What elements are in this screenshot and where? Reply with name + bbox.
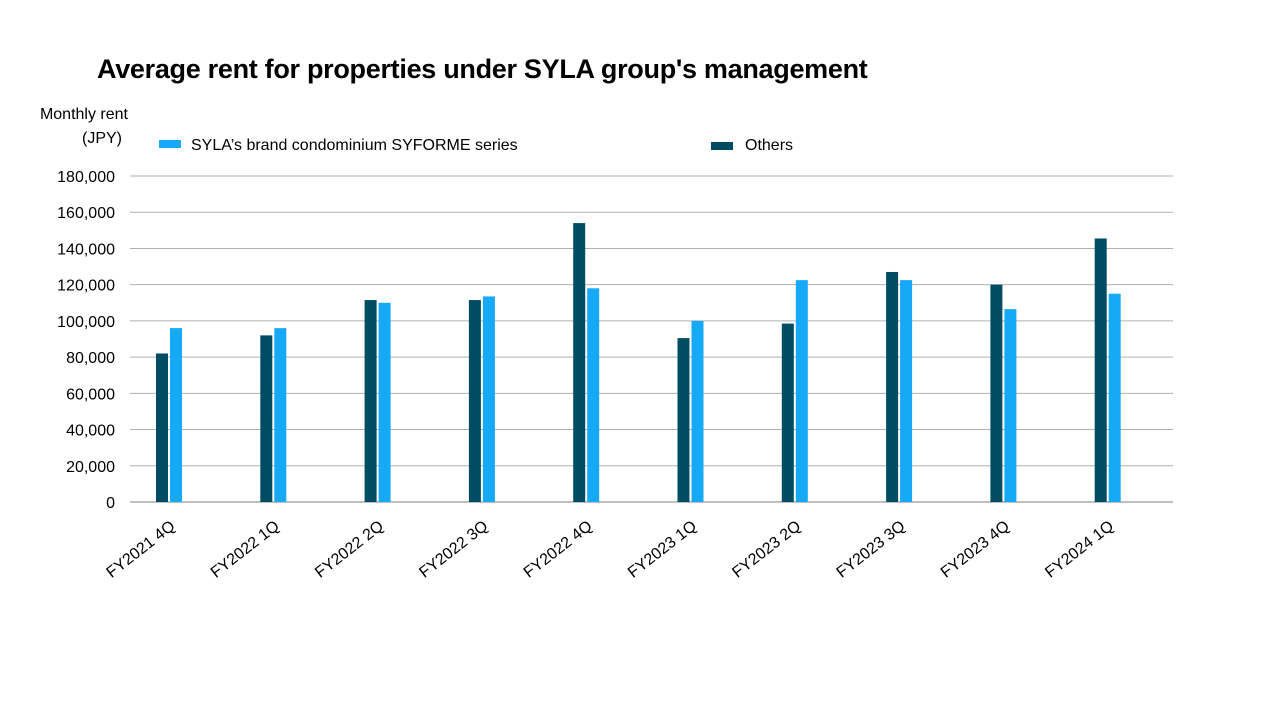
y-tick-label: 160,000 [57, 205, 115, 222]
bar-syla-s-brand-condominium-syforme-series-fy2022-3q [482, 296, 495, 502]
y-tick-label: 60,000 [66, 386, 115, 403]
y-axis-label-line-2: (JPY) [82, 130, 122, 147]
x-tick-label: FY2024 1Q [1042, 518, 1117, 582]
bar-syla-s-brand-condominium-syforme-series-fy2022-2q [378, 302, 391, 502]
y-tick-label: 20,000 [66, 459, 115, 476]
bar-syla-s-brand-condominium-syforme-series-fy2023-2q [795, 280, 808, 502]
bar-others-fy2024-1q [1094, 238, 1107, 502]
bar-syla-s-brand-condominium-syforme-series-fy2023-1q [691, 320, 704, 502]
x-tick-label: FY2022 1Q [208, 518, 283, 582]
y-tick-label: 140,000 [57, 241, 115, 258]
bar-others-fy2022-1q [260, 335, 273, 502]
x-tick-label: FY2022 2Q [312, 518, 387, 582]
y-axis-label-line-1: Monthly rent [40, 106, 129, 123]
x-tick-label: FY2021 4Q [104, 518, 179, 582]
grid-lines [130, 175, 1173, 503]
y-axis-label: Monthly rent (JPY) [40, 106, 129, 147]
bar-others-fy2022-3q [468, 300, 481, 502]
bars [156, 223, 1121, 503]
chart-title: Average rent for properties under SYLA g… [97, 54, 868, 84]
legend-swatch-syforme [159, 140, 181, 148]
y-axis-ticks: 0 20,000 40,000 60,000 80,000 100,000 120,000 1… [57, 169, 115, 512]
bar-syla-s-brand-condominium-syforme-series-fy2022-4q [587, 288, 600, 502]
y-tick-label: 120,000 [57, 278, 115, 295]
bar-others-fy2023-3q [886, 271, 899, 502]
bar-others-fy2023-1q [677, 338, 690, 502]
x-tick-label: FY2023 2Q [729, 518, 804, 582]
y-tick-label: 180,000 [57, 169, 115, 186]
bar-syla-s-brand-condominium-syforme-series-fy2024-1q [1108, 293, 1121, 502]
bar-syla-s-brand-condominium-syforme-series-fy2023-3q [900, 280, 913, 502]
y-tick-label: 100,000 [57, 314, 115, 331]
bar-others-fy2022-4q [573, 223, 586, 503]
legend-label-others: Others [745, 137, 793, 154]
y-tick-label: 80,000 [66, 350, 115, 367]
bar-syla-s-brand-condominium-syforme-series-fy2022-1q [274, 328, 287, 502]
legend-swatch-others [711, 142, 733, 150]
bar-others-fy2021-4q [156, 353, 168, 502]
x-tick-label: FY2023 4Q [938, 518, 1013, 582]
x-tick-label: FY2022 4Q [521, 518, 596, 582]
bar-others-fy2022-2q [364, 300, 377, 502]
bar-syla-s-brand-condominium-syforme-series-fy2023-4q [1004, 309, 1017, 502]
x-axis-ticks: FY2021 4Q FY2022 1Q FY2022 2Q FY2022 3Q FY20… [104, 518, 1118, 582]
y-tick-label: 40,000 [66, 423, 115, 440]
bar-others-fy2023-4q [990, 284, 1003, 502]
bar-syla-s-brand-condominium-syforme-series-fy2021-4q [170, 328, 182, 502]
y-tick-label: 0 [106, 495, 115, 512]
legend-label-syforme: SYLA’s brand condominium SYFORME series [191, 137, 518, 154]
bar-others-fy2023-2q [781, 323, 794, 502]
legend: SYLA’s brand condominium SYFORME series … [159, 137, 793, 154]
x-tick-label: FY2023 1Q [625, 518, 700, 582]
x-tick-label: FY2022 3Q [416, 518, 491, 582]
x-tick-label: FY2023 3Q [834, 518, 909, 582]
